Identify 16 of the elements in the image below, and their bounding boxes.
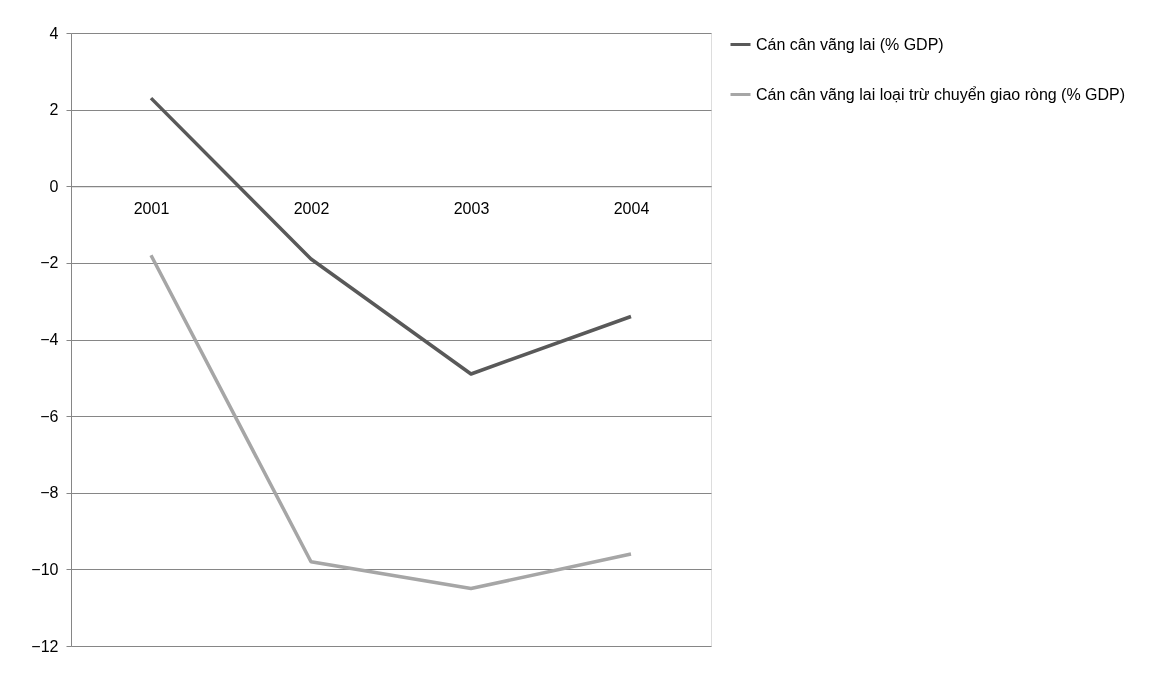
y-tick-label: −6 — [40, 407, 59, 425]
x-tick-label: 2001 — [133, 199, 170, 217]
x-tick-label: 2003 — [453, 199, 490, 217]
y-tick-label: −12 — [31, 637, 59, 655]
x-tick-label: 2004 — [613, 199, 650, 217]
y-tick-label: −10 — [31, 560, 59, 578]
y-tick-label: 0 — [49, 177, 59, 195]
y-tick-label: −2 — [40, 254, 59, 272]
x-tick-label: 2002 — [293, 199, 330, 217]
y-tick-label: 2 — [49, 101, 59, 119]
legend-label: Cán cân vãng lai loại trừ chuyển giao ròng (% GDP) — [756, 85, 1126, 103]
line-series — [149, 253, 633, 591]
y-tick-label: 4 — [49, 24, 59, 42]
y-tick-label: −4 — [40, 331, 59, 348]
y-tick-label: −8 — [40, 484, 59, 502]
legend-label: Cán cân vãng lai (% GDP) — [756, 35, 944, 53]
